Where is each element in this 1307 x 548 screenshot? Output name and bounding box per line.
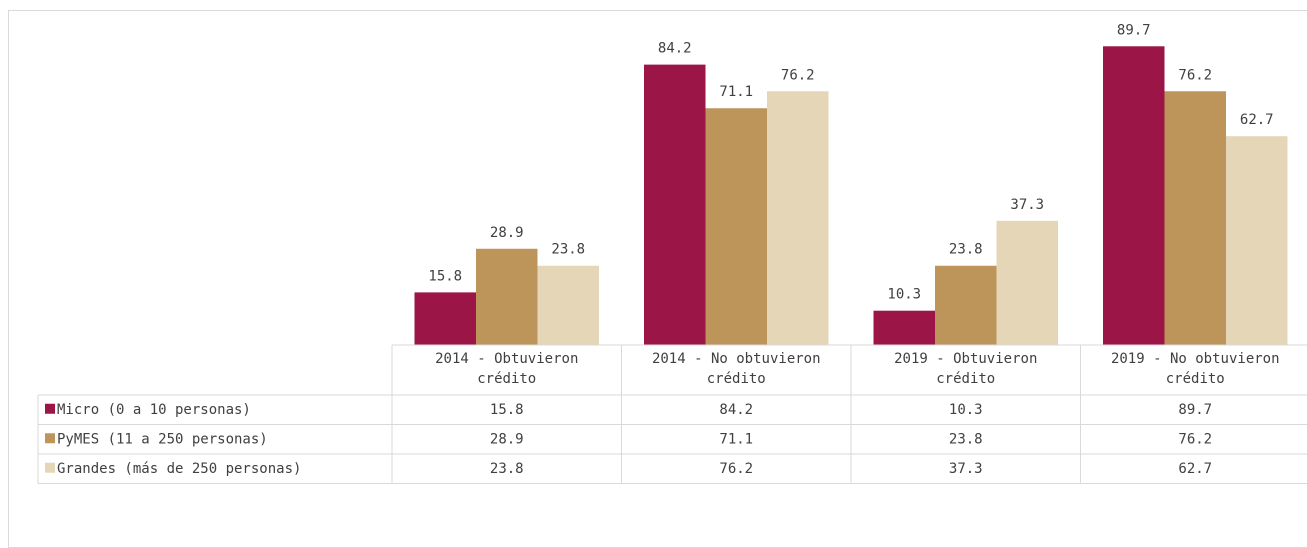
series-name: Grandes (más de 250 personas) xyxy=(57,461,301,477)
data-label: 62.7 xyxy=(1240,112,1274,128)
table-cell: 23.8 xyxy=(949,431,983,447)
bar xyxy=(537,265,599,345)
series-name: Micro (0 a 10 personas) xyxy=(57,402,251,418)
table-cell: 23.8 xyxy=(490,461,524,477)
series-name: PyMES (11 a 250 personas) xyxy=(57,431,268,447)
category-label: 2014 - Obtuvieron xyxy=(435,351,578,367)
legend-swatch xyxy=(45,462,55,473)
bar xyxy=(1164,91,1226,345)
data-label: 76.2 xyxy=(781,67,815,83)
data-label: 89.7 xyxy=(1117,22,1151,38)
bar xyxy=(1226,136,1288,345)
category-label: crédito xyxy=(477,371,536,387)
data-label: 71.1 xyxy=(719,84,753,100)
legend-swatch xyxy=(45,433,55,444)
bar xyxy=(767,91,829,345)
data-label: 28.9 xyxy=(490,225,524,241)
table-cell: 28.9 xyxy=(490,431,524,447)
bar xyxy=(935,265,997,345)
bar xyxy=(873,310,935,345)
bar xyxy=(996,220,1058,345)
bar xyxy=(476,248,538,345)
table-cell: 84.2 xyxy=(719,402,753,418)
table-cell: 71.1 xyxy=(719,431,753,447)
data-label: 15.8 xyxy=(428,268,462,284)
category-label: crédito xyxy=(1166,371,1225,387)
table-cell: 76.2 xyxy=(1178,431,1212,447)
category-label: crédito xyxy=(707,371,766,387)
data-label: 23.8 xyxy=(949,242,983,258)
data-label: 37.3 xyxy=(1010,197,1044,213)
table-cell: 10.3 xyxy=(949,402,983,418)
table-cell: 89.7 xyxy=(1178,402,1212,418)
data-label: 84.2 xyxy=(658,41,692,57)
category-label: crédito xyxy=(936,371,995,387)
table-cell: 76.2 xyxy=(719,461,753,477)
bar xyxy=(414,292,476,345)
bar xyxy=(1103,46,1165,345)
table-cell: 62.7 xyxy=(1178,461,1212,477)
legend-swatch xyxy=(45,403,55,414)
data-label: 23.8 xyxy=(551,242,585,258)
bar xyxy=(705,108,767,345)
category-label: 2019 - Obtuvieron xyxy=(894,351,1037,367)
category-label: 2014 - No obtuvieron xyxy=(652,351,821,367)
bar xyxy=(644,64,706,345)
table-cell: 15.8 xyxy=(490,402,524,418)
data-label: 76.2 xyxy=(1178,67,1212,83)
data-label: 10.3 xyxy=(887,287,921,303)
table-cell: 37.3 xyxy=(949,461,983,477)
category-label: 2019 - No obtuvieron xyxy=(1111,351,1280,367)
